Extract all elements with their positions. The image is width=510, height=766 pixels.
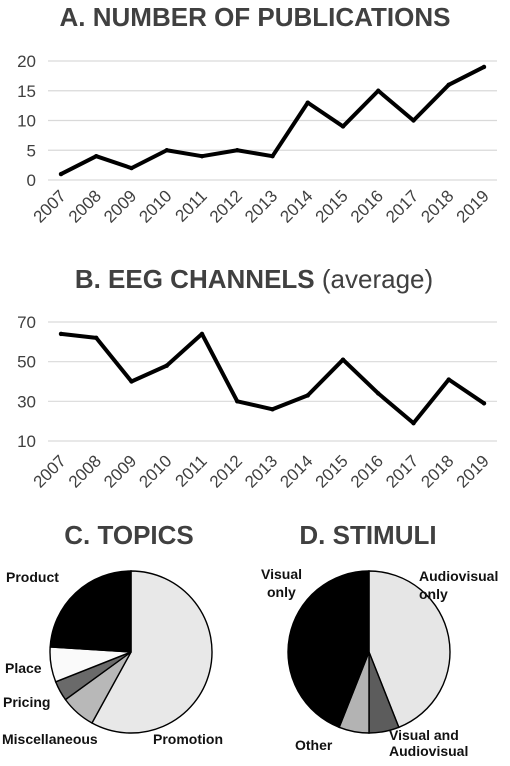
panel-b-x-tick-label: 2015 (312, 451, 352, 491)
panel-a-y-tick-label: 0 (27, 171, 36, 190)
panel-b-x-ticks: 2007200820092010201120122013201420152016… (30, 451, 493, 491)
panel-a-x-tick-label: 2019 (453, 186, 493, 226)
panel-a-x-tick-label: 2012 (206, 186, 246, 226)
panel-a-data-point (94, 154, 99, 159)
pie-c-label-miscellaneous: Miscellaneous (2, 731, 98, 747)
panel-a-data-point (58, 171, 64, 177)
panel-b-x-tick-label: 2014 (276, 451, 316, 491)
panel-a-x-tick-label: 2010 (135, 186, 175, 226)
panel-a-x-tick-label: 2011 (172, 186, 211, 225)
panel-b-x-tick-label: 2008 (65, 451, 105, 491)
panel-a-x-tick-label: 2016 (347, 186, 387, 226)
panel-b-y-ticks: 10 30 50 70 (17, 313, 36, 451)
panel-c-pie-chart: C. TOPICS Product Place Pricing Miscella… (2, 520, 223, 747)
panel-b-gridlines (48, 321, 497, 442)
panel-b-title: B. EEG CHANNELS (average) (75, 264, 433, 294)
panel-b-data-point (305, 393, 310, 398)
panel-b-data-point (446, 377, 451, 382)
panel-a-x-tick-label: 2017 (382, 186, 422, 226)
panel-a-y-tick-label: 5 (27, 141, 36, 160)
panel-b-data-point (58, 331, 64, 337)
panel-c-slices (49, 570, 213, 734)
panel-a-y-tick-label: 20 (17, 52, 36, 71)
panel-a-x-ticks: 2007200820092010201120122013201420152016… (30, 186, 493, 226)
panel-a-data-point (305, 100, 310, 105)
pie-c-slice-product (49, 570, 132, 653)
panel-a-data-point (199, 154, 205, 159)
panel-a-x-tick-label: 2015 (312, 186, 352, 226)
panel-d-pie-chart: D. STIMULI Visual only Audiovisual only Ot… (261, 520, 498, 759)
panel-a-gridlines (48, 60, 497, 181)
panel-b-x-tick-label: 2018 (417, 451, 457, 491)
pie-d-slice-visual-only (287, 570, 370, 729)
pie-c-label-place: Place (5, 660, 42, 676)
panel-b-data-point (129, 379, 134, 384)
pie-c-label-promotion: Promotion (153, 731, 223, 747)
pie-d-slice-audiovisual-only (368, 570, 451, 729)
pie-c-label-product: Product (6, 569, 59, 585)
panel-b-y-tick-label: 10 (17, 432, 36, 451)
panel-a-x-tick-label: 2018 (417, 186, 457, 226)
panel-a-data-point (411, 118, 416, 123)
panel-a-data-point (235, 148, 240, 153)
panel-b-data-point (376, 391, 381, 396)
panel-b-data-point (481, 401, 487, 406)
panel-a-data-point (340, 124, 346, 129)
panel-b-y-tick-label: 70 (17, 313, 36, 332)
pie-c-label-pricing: Pricing (3, 694, 50, 710)
panel-a-y-tick-label: 10 (17, 112, 36, 131)
panel-b-data-point (270, 407, 275, 412)
panel-a-x-tick-label: 2008 (65, 186, 105, 226)
panel-d-title: D. STIMULI (299, 520, 436, 550)
pie-c-slice-promotion (91, 570, 213, 734)
pie-d-label-audiovisual-only: Audiovisual only (419, 568, 498, 602)
panel-b-data-point (235, 399, 240, 404)
panel-a-x-tick-label: 2014 (276, 186, 316, 226)
panel-a-data-point (270, 154, 275, 159)
panel-a-x-tick-label: 2009 (100, 186, 140, 226)
panel-a-y-ticks: 0 5 10 15 20 (17, 52, 36, 190)
panel-a-y-tick-label: 15 (17, 82, 36, 101)
panel-b-x-tick-label: 2012 (206, 451, 246, 491)
pie-d-label-visual-and-audiovisual: Visual and Audiovisual (389, 727, 468, 759)
panel-c-title: C. TOPICS (64, 520, 194, 550)
panel-a-data-point (376, 88, 381, 93)
panel-b-x-tick-label: 2007 (30, 451, 70, 491)
panel-a-data-point (481, 64, 487, 70)
panel-a-title: A. NUMBER OF PUBLICATIONS (60, 2, 451, 32)
panel-a-data-point (164, 148, 169, 153)
panel-b-x-tick-label: 2011 (172, 451, 211, 490)
pie-d-label-other: Other (295, 737, 333, 753)
panel-b-data-point (411, 420, 416, 426)
panel-b-y-tick-label: 50 (17, 353, 36, 372)
panel-b-x-tick-label: 2019 (453, 451, 493, 491)
panel-a-data-point (446, 82, 451, 88)
panel-a-x-tick-label: 2013 (241, 186, 281, 226)
panel-b-x-tick-label: 2009 (100, 451, 140, 491)
panel-a-x-tick-label: 2007 (30, 186, 70, 226)
panel-b-data-point (164, 363, 169, 368)
panel-b-x-tick-label: 2016 (347, 451, 387, 491)
panel-b-data-point (340, 357, 346, 362)
panel-b-x-tick-label: 2010 (135, 451, 175, 491)
panel-b-data-point (199, 331, 205, 337)
pie-d-label-visual-only: Visual only (261, 566, 302, 600)
panel-b-x-tick-label: 2017 (382, 451, 422, 491)
panel-b-y-tick-label: 30 (17, 392, 36, 411)
panel-b-data-point (94, 335, 99, 341)
panel-d-slices (287, 570, 451, 734)
panel-a-data-point (129, 165, 134, 171)
panel-b-x-tick-label: 2013 (241, 451, 281, 491)
